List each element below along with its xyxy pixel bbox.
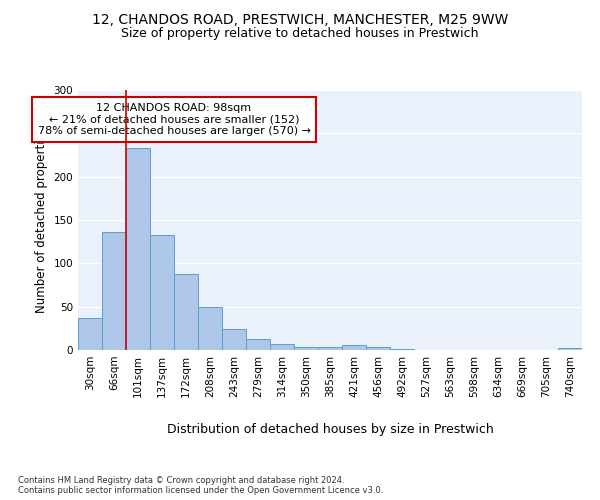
Bar <box>558 348 582 350</box>
Bar <box>150 234 174 350</box>
Bar <box>390 349 414 350</box>
Text: Distribution of detached houses by size in Prestwich: Distribution of detached houses by size … <box>167 422 493 436</box>
Bar <box>318 346 342 350</box>
Text: 12 CHANDOS ROAD: 98sqm
← 21% of detached houses are smaller (152)
78% of semi-de: 12 CHANDOS ROAD: 98sqm ← 21% of detached… <box>37 103 311 136</box>
Bar <box>222 329 246 350</box>
Bar <box>246 338 270 350</box>
Text: 12, CHANDOS ROAD, PRESTWICH, MANCHESTER, M25 9WW: 12, CHANDOS ROAD, PRESTWICH, MANCHESTER,… <box>92 12 508 26</box>
Bar <box>102 232 126 350</box>
Bar <box>174 274 198 350</box>
Bar <box>198 306 222 350</box>
Y-axis label: Number of detached properties: Number of detached properties <box>35 127 48 313</box>
Bar <box>294 348 318 350</box>
Bar <box>126 148 150 350</box>
Bar <box>342 345 366 350</box>
Bar <box>270 344 294 350</box>
Bar <box>366 348 390 350</box>
Bar <box>78 318 102 350</box>
Text: Size of property relative to detached houses in Prestwich: Size of property relative to detached ho… <box>121 28 479 40</box>
Text: Contains HM Land Registry data © Crown copyright and database right 2024.
Contai: Contains HM Land Registry data © Crown c… <box>18 476 383 495</box>
